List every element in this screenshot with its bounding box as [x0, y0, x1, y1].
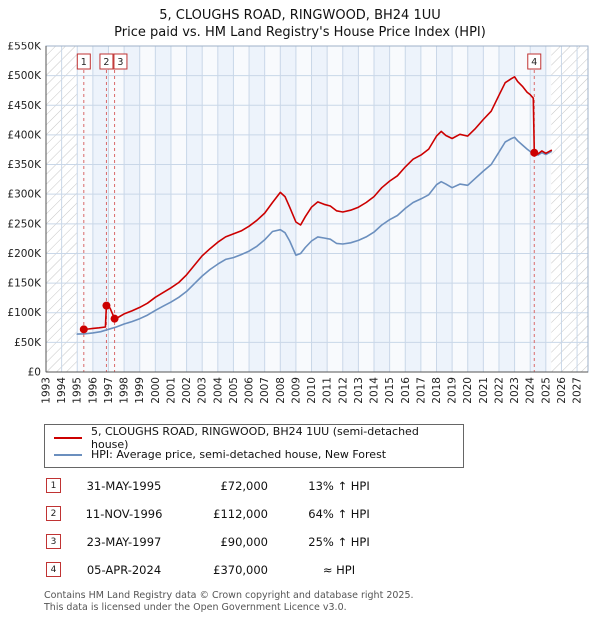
transaction-hpi-delta: ≈ HPI	[322, 562, 356, 577]
page-subtitle: Price paid vs. HM Land Registry's House …	[114, 25, 486, 40]
svg-text:1995: 1995	[72, 377, 84, 404]
svg-text:2014: 2014	[369, 377, 381, 404]
transaction-date: 31-MAY-1995	[86, 478, 162, 493]
svg-text:4: 4	[531, 57, 537, 68]
svg-text:2003: 2003	[197, 377, 209, 404]
svg-text:1997: 1997	[103, 377, 115, 404]
svg-text:2010: 2010	[306, 377, 318, 404]
svg-text:£200K: £200K	[7, 248, 42, 260]
svg-text:£150K: £150K	[7, 278, 42, 290]
legend-label-hpi: HPI: Average price, semi-detached house,…	[91, 448, 387, 461]
svg-text:2025: 2025	[540, 377, 552, 404]
transaction-price: £112,000	[213, 506, 268, 521]
svg-text:£500K: £500K	[7, 70, 42, 82]
transaction-price: £370,000	[213, 562, 268, 577]
svg-text:2015: 2015	[384, 377, 396, 404]
svg-text:1996: 1996	[87, 377, 99, 404]
svg-text:£50K: £50K	[14, 337, 42, 349]
transaction-hpi-delta: 13% ↑ HPI	[308, 478, 370, 493]
svg-text:£550K: £550K	[7, 42, 42, 53]
table-row: 2 11-NOV-1996 £112,000 64% ↑ HPI	[46, 506, 600, 521]
transaction-date: 11-NOV-1996	[85, 506, 163, 521]
grid	[45, 45, 588, 372]
svg-text:2018: 2018	[431, 377, 443, 404]
svg-text:£0: £0	[28, 367, 41, 379]
svg-text:1998: 1998	[119, 377, 131, 404]
transaction-hpi-delta: 64% ↑ HPI	[308, 506, 370, 521]
svg-text:2012: 2012	[337, 377, 349, 404]
svg-text:2024: 2024	[525, 377, 537, 404]
svg-text:2008: 2008	[275, 377, 287, 404]
transaction-number-badge: 1	[46, 478, 61, 493]
transaction-date: 23-MAY-1997	[86, 534, 162, 549]
table-row: 3 23-MAY-1997 £90,000 25% ↑ HPI	[46, 534, 600, 549]
svg-text:£350K: £350K	[7, 159, 42, 171]
svg-text:2026: 2026	[556, 377, 568, 404]
svg-text:1999: 1999	[134, 377, 146, 404]
legend-label-property: 5, CLOUGHS ROAD, RINGWOOD, BH24 1UU (sem…	[91, 424, 419, 451]
svg-text:2009: 2009	[290, 377, 302, 404]
svg-text:2016: 2016	[400, 377, 412, 404]
legend-item-hpi: HPI: Average price, semi-detached house,…	[54, 446, 454, 463]
transaction-number-badge: 4	[46, 562, 61, 577]
table-row: 1 31-MAY-1995 £72,000 13% ↑ HPI	[46, 478, 600, 493]
svg-text:£100K: £100K	[7, 307, 42, 319]
svg-text:2002: 2002	[181, 377, 193, 404]
copyright-line-2: This data is licensed under the Open Gov…	[44, 602, 347, 614]
svg-text:£300K: £300K	[7, 189, 42, 201]
svg-text:2007: 2007	[259, 377, 271, 404]
svg-text:2011: 2011	[322, 377, 334, 404]
svg-text:2017: 2017	[415, 377, 427, 404]
svg-text:£250K: £250K	[7, 218, 42, 230]
svg-text:2006: 2006	[244, 377, 256, 404]
svg-text:2027: 2027	[572, 377, 584, 404]
svg-text:£400K: £400K	[7, 129, 42, 141]
year-bands	[46, 46, 588, 372]
copyright-footer: Contains HM Land Registry data © Crown c…	[44, 590, 600, 615]
svg-text:2005: 2005	[228, 377, 240, 404]
price-paid-line	[83, 75, 553, 331]
svg-text:2000: 2000	[150, 377, 162, 404]
legend-item-property: 5, CLOUGHS ROAD, RINGWOOD, BH24 1UU (sem…	[54, 425, 454, 451]
transaction-number-badge: 3	[46, 534, 61, 549]
chart-legend: 5, CLOUGHS ROAD, RINGWOOD, BH24 1UU (sem…	[44, 424, 464, 468]
svg-text:2019: 2019	[447, 377, 459, 404]
svg-text:2013: 2013	[353, 377, 365, 404]
transaction-price: £72,000	[220, 478, 268, 493]
x-axis-labels: 1993 1994 1995 1996 1997 1998 1999 2000 2001 2002…	[41, 377, 584, 404]
chart-container: 1 2 3 4 £0 £50K £100K £150K £200K £250K £300K £350K…	[0, 41, 600, 420]
svg-text:1993: 1993	[41, 377, 53, 404]
svg-text:2020: 2020	[462, 377, 474, 404]
svg-text:£450K: £450K	[7, 100, 42, 112]
y-axis-labels: £0 £50K £100K £150K £200K £250K £300K £350K £400…	[7, 41, 42, 379]
svg-text:1994: 1994	[56, 377, 68, 404]
svg-text:2023: 2023	[509, 377, 521, 404]
transaction-hpi-delta: 25% ↑ HPI	[308, 534, 370, 549]
svg-text:2022: 2022	[493, 377, 505, 404]
transaction-date: 05-APR-2024	[86, 562, 162, 577]
hpi-line	[76, 136, 553, 335]
svg-text:2001: 2001	[165, 377, 177, 404]
chart-header: 5, CLOUGHS ROAD, RINGWOOD, BH24 1UU Pric…	[0, 0, 600, 41]
transaction-number-badge: 2	[46, 506, 61, 521]
page-title: 5, CLOUGHS ROAD, RINGWOOD, BH24 1UU	[159, 8, 441, 23]
copyright-line-1: Contains HM Land Registry data © Crown c…	[44, 590, 414, 601]
svg-text:2021: 2021	[478, 377, 490, 404]
red-line-swatch	[54, 436, 82, 439]
svg-text:2: 2	[103, 57, 109, 68]
svg-text:2004: 2004	[212, 377, 224, 404]
transactions-table: 1 31-MAY-1995 £72,000 13% ↑ HPI 2 11-NOV…	[46, 478, 600, 577]
blue-line-swatch	[54, 453, 82, 456]
price-chart: 1 2 3 4 £0 £50K £100K £150K £200K £250K £300K £350K…	[7, 41, 589, 404]
svg-text:1: 1	[81, 57, 87, 68]
table-row: 4 05-APR-2024 £370,000 ≈ HPI	[46, 562, 600, 577]
svg-text:3: 3	[117, 57, 123, 68]
transaction-markers	[79, 148, 539, 334]
transaction-price: £90,000	[220, 534, 268, 549]
